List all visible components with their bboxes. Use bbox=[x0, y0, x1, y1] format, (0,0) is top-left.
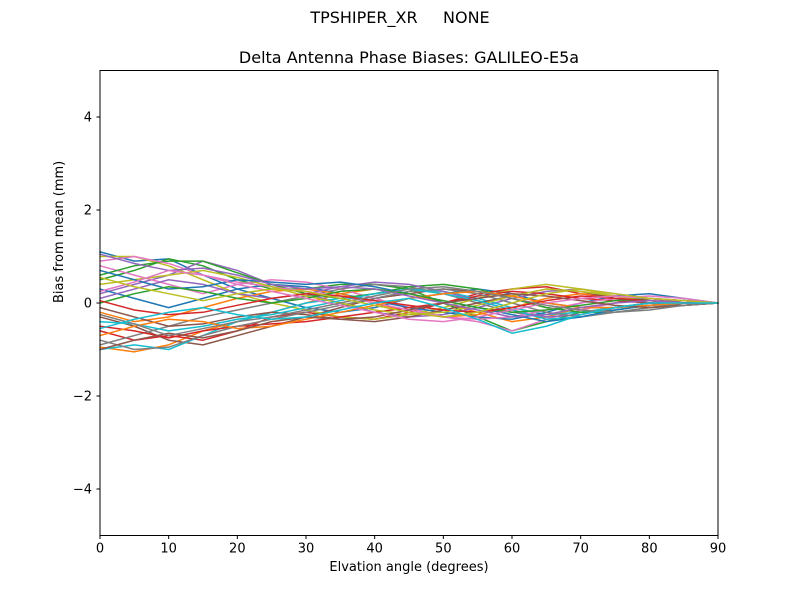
x-tick-label: 50 bbox=[435, 542, 452, 557]
x-tick-label: 30 bbox=[298, 542, 315, 557]
x-tick-label: 10 bbox=[160, 542, 177, 557]
figure-suptitle: TPSHIPER_XR NONE bbox=[310, 8, 490, 27]
x-tick-label: 60 bbox=[504, 542, 521, 557]
x-tick-label: 20 bbox=[229, 542, 246, 557]
chart-title: Delta Antenna Phase Biases: GALILEO-E5a bbox=[238, 48, 580, 67]
x-tick-label: 90 bbox=[710, 542, 727, 557]
x-tick-label: 80 bbox=[641, 542, 658, 557]
y-tick-label: 0 bbox=[84, 297, 92, 312]
x-tick-label: 70 bbox=[572, 542, 589, 557]
plot-line bbox=[99, 253, 719, 318]
plot-line bbox=[99, 297, 719, 334]
plot-line bbox=[99, 285, 719, 314]
plot-axes-group: 0 10 20 30 40 50 60 70 80 90 −4 −2 0 2 4 bbox=[73, 70, 727, 557]
y-tick-label: −2 bbox=[73, 390, 92, 405]
y-tick-label: 4 bbox=[84, 111, 92, 126]
plot-lines-group bbox=[99, 251, 719, 353]
plot-line bbox=[99, 292, 719, 351]
plot-line bbox=[99, 292, 719, 316]
y-tick-label: 2 bbox=[84, 204, 92, 219]
plot-line bbox=[99, 269, 719, 323]
plot-line bbox=[99, 285, 719, 337]
x-tick-label: 0 bbox=[96, 542, 104, 557]
y-tick-label: −4 bbox=[73, 483, 92, 498]
x-axis-label: Elvation angle (degrees) bbox=[329, 560, 489, 575]
x-tick-label: 40 bbox=[366, 542, 383, 557]
plot-line bbox=[99, 276, 719, 318]
